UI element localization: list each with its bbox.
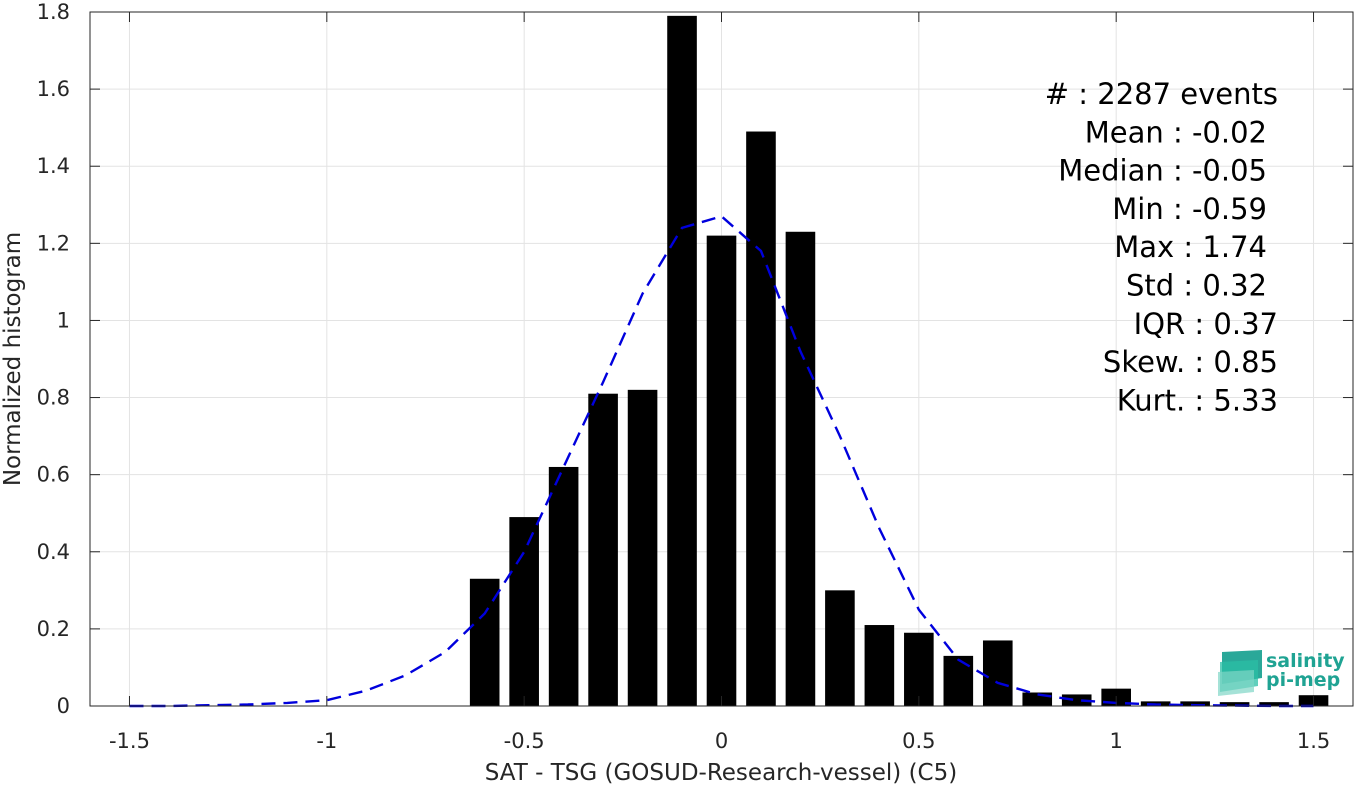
- logo-icon: [1218, 650, 1262, 696]
- stat-label: Std: [1126, 269, 1174, 303]
- histogram-bar: [509, 517, 539, 706]
- x-tick-labels: -1.5 -1 -0.5 0 0.5 1 1.5: [109, 729, 1330, 753]
- histogram-bar: [982, 640, 1013, 706]
- stat-separator: :: [1069, 77, 1097, 111]
- x-tick-label: 1: [1110, 729, 1123, 753]
- y-tick-labels: 0 0.2 0.4 0.6 0.8 1 1.2 1.4 1.6 1.8: [37, 0, 70, 718]
- y-tick-label: 0.6: [37, 463, 70, 487]
- stat-separator: :: [1164, 154, 1192, 188]
- histogram-bars: [469, 15, 1329, 707]
- histogram-bar: [1180, 701, 1210, 706]
- stat-separator: :: [1185, 345, 1213, 379]
- stat-label: Skew.: [1103, 345, 1185, 379]
- stat-value: 1.74: [1202, 230, 1267, 264]
- stat-value: 2287 events: [1097, 77, 1278, 111]
- statistics-annotation: # : 2287 events Mean : -0.02 Median : -0.0…: [1045, 77, 1278, 417]
- stat-line: Kurt. : 5.33: [1117, 383, 1278, 417]
- y-tick-label: 1.6: [37, 77, 70, 101]
- y-tick-label: 0.4: [37, 540, 70, 564]
- x-tick-label: 0: [715, 729, 728, 753]
- stat-separator: :: [1185, 383, 1213, 417]
- stat-line: Median : -0.05: [1058, 154, 1267, 188]
- stat-separator: :: [1164, 192, 1192, 226]
- histogram-bar: [943, 655, 974, 706]
- x-tick-label: -1.5: [109, 729, 150, 753]
- stat-label: IQR: [1134, 307, 1186, 341]
- stat-label: Kurt.: [1117, 383, 1185, 417]
- histogram-bar: [1219, 702, 1250, 706]
- histogram-bar: [1022, 692, 1053, 706]
- stat-value: 0.32: [1202, 269, 1267, 303]
- y-tick-label: 0.8: [37, 386, 70, 410]
- y-tick-label: 0.2: [37, 617, 70, 641]
- histogram-bar: [706, 235, 737, 706]
- x-axis-label: SAT - TSG (GOSUD-Research-vessel) (C5): [485, 760, 957, 785]
- histogram-bar: [588, 393, 618, 706]
- logo-text-line1: salinity: [1266, 650, 1345, 672]
- stat-separator: :: [1164, 115, 1192, 149]
- stat-value: -0.02: [1192, 115, 1267, 149]
- stat-line: # : 2287 events: [1045, 77, 1278, 111]
- stat-value: 0.37: [1213, 307, 1278, 341]
- stat-separator: :: [1174, 230, 1202, 264]
- histogram-bar: [1061, 694, 1092, 706]
- y-tick-label: 1.2: [37, 231, 70, 255]
- stat-label: Max: [1114, 230, 1174, 264]
- stat-value: -0.05: [1192, 154, 1267, 188]
- stat-line: Mean : -0.02: [1085, 115, 1267, 149]
- y-axis-label: Normalized histogram: [0, 232, 26, 486]
- stat-line: Std : 0.32: [1126, 269, 1267, 303]
- stat-separator: :: [1185, 307, 1213, 341]
- histogram-bar: [1259, 702, 1289, 706]
- x-tick-label: -0.5: [504, 729, 545, 753]
- y-tick-label: 1.4: [37, 154, 70, 178]
- axis-ticks: [90, 11, 1353, 707]
- stat-label: Mean: [1085, 115, 1164, 149]
- stat-value: 0.85: [1213, 345, 1278, 379]
- y-tick-label: 0: [57, 694, 70, 718]
- x-tick-label: -1: [316, 729, 337, 753]
- salinity-pi-mep-logo: salinity pi-mep: [1218, 650, 1345, 696]
- x-tick-label: 1.5: [1297, 729, 1330, 753]
- stat-line: Min : -0.59: [1112, 192, 1267, 226]
- y-tick-label: 1.8: [37, 0, 70, 24]
- y-tick-label: 1: [57, 308, 70, 332]
- histogram-bar: [746, 131, 776, 706]
- x-tick-label: 0.5: [902, 729, 935, 753]
- stat-value: -0.59: [1192, 192, 1267, 226]
- histogram-bar: [904, 632, 934, 706]
- stat-value: 5.33: [1213, 383, 1278, 417]
- stat-label: Min: [1112, 192, 1163, 226]
- histogram-bar: [825, 590, 855, 706]
- histogram-bar: [785, 231, 816, 706]
- stat-line: IQR : 0.37: [1134, 307, 1278, 341]
- histogram-bar: [864, 625, 895, 706]
- stat-line: Max : 1.74: [1114, 230, 1267, 264]
- stat-separator: :: [1174, 269, 1202, 303]
- logo-text-line2: pi-mep: [1266, 669, 1340, 691]
- stat-label: #: [1045, 77, 1069, 111]
- histogram-bar: [548, 466, 579, 706]
- histogram-bar: [667, 15, 697, 707]
- stat-label: Median: [1058, 154, 1163, 188]
- stat-line: Skew. : 0.85: [1103, 345, 1278, 379]
- histogram-bar: [627, 389, 658, 706]
